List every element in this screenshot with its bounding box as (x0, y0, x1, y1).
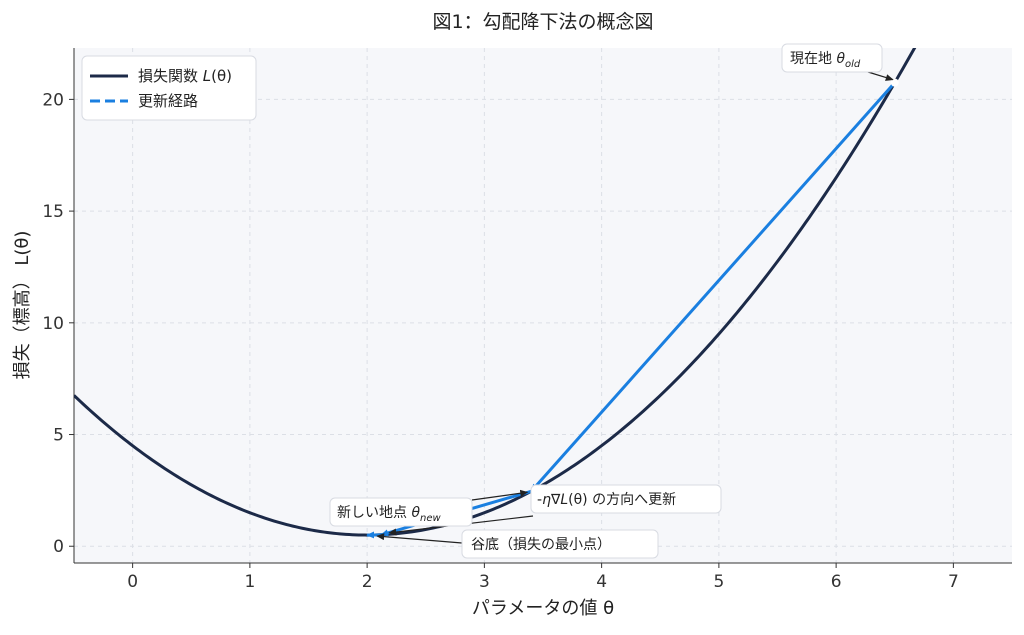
annotation-current-label: 現在地 (790, 51, 836, 67)
annotation-current: 現在地 θold (781, 43, 883, 73)
y-tick-label: 15 (42, 202, 64, 222)
annotation-new-theta: θ (411, 505, 420, 521)
x-tick-label: 3 (479, 572, 490, 592)
annotation-direction-rest: (θ) の方向へ更新 (568, 492, 676, 508)
grid-lines (69, 48, 1012, 568)
x-tick-labels: 0 1 2 3 4 5 6 7 (127, 572, 959, 592)
x-tick-label: 5 (713, 572, 724, 592)
update-step-arrow (530, 81, 896, 493)
y-axis-label: 損失（標高） L(θ) (12, 231, 33, 380)
annotation-minimum-text: 谷底（損失の最小点） (471, 537, 611, 553)
legend-label-path: 更新経路 (138, 92, 198, 110)
y-tick-labels: 0 5 10 15 20 (42, 90, 64, 557)
legend: 損失関数 L(θ) 更新経路 (81, 55, 257, 121)
minimum-annotation-arrow (376, 533, 463, 544)
x-axis-label: パラメータの値 θ (472, 598, 614, 619)
annotation-direction: -η∇L(θ) の方向へ更新 (530, 484, 722, 514)
x-tick-label: 0 (127, 572, 138, 592)
x-tick-label: 2 (362, 572, 373, 592)
annotation-direction-nabla: ∇ (550, 492, 561, 508)
y-tick-label: 10 (42, 314, 64, 334)
x-tick-label: 4 (596, 572, 607, 592)
svg-text:-η∇L(θ) の方向へ更新: -η∇L(θ) の方向へ更新 (537, 492, 676, 508)
annotation-new-label: 新しい地点 (337, 505, 411, 521)
y-tick-label: 0 (53, 537, 64, 557)
x-tick-label: 1 (244, 572, 255, 592)
svg-text:新しい地点 θnew: 新しい地点 θnew (337, 505, 442, 524)
annotation-new: 新しい地点 θnew (329, 497, 473, 527)
legend-label-loss: 損失関数 L(θ) (138, 67, 232, 85)
annotation-direction-L: L (560, 492, 568, 508)
current-annotation-arrow (867, 71, 894, 81)
new-annotation-arrow (471, 489, 529, 501)
annotation-minimum: 谷底（損失の最小点） (461, 529, 659, 559)
y-tick-label: 20 (42, 90, 64, 110)
plot-frame (73, 48, 1012, 564)
y-tick-label: 5 (53, 426, 64, 446)
x-tick-label: 7 (948, 572, 959, 592)
annotation-direction-pre: - (537, 492, 542, 508)
x-tick-label: 6 (831, 572, 842, 592)
annotation-new-sub: new (420, 513, 441, 524)
annotation-current-sub: old (845, 59, 861, 70)
annotation-current-theta: θ (836, 51, 845, 67)
svg-text:現在地 θold: 現在地 θold (790, 51, 861, 70)
annotation-direction-eta: η (542, 492, 551, 508)
chart-title: 図1：勾配降下法の概念図 (432, 10, 653, 33)
